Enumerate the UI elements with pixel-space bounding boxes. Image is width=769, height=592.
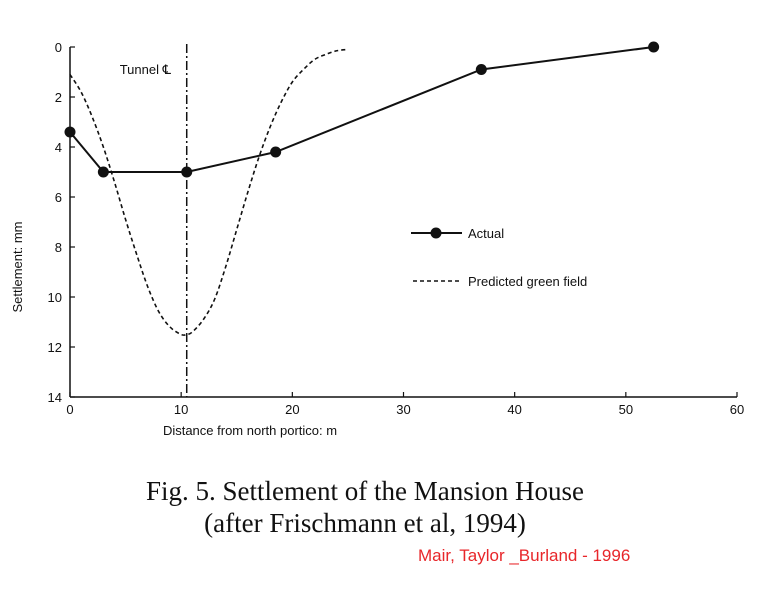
- settlement-chart: 0 2 4 6 8 10 12 14 0 10 20 30 40 50 60 Tunnel ℄ Actua…: [10, 40, 744, 438]
- y-tick-label: 0: [55, 40, 62, 55]
- x-tick-label: 10: [174, 402, 188, 417]
- x-tick-label: 60: [730, 402, 744, 417]
- actual-data-point: [648, 41, 660, 53]
- legend: Actual Predicted green field: [411, 226, 587, 289]
- y-tick-label: 6: [55, 190, 62, 205]
- figure-caption-line2: (after Frischmann et al, 1994): [204, 508, 526, 538]
- actual-data-point: [97, 166, 109, 178]
- y-tick-label: 14: [48, 390, 62, 405]
- x-axis-label: Distance from north portico: m: [163, 423, 337, 438]
- y-tick-label: 12: [48, 340, 62, 355]
- predicted-green-field-line: [69, 48, 349, 336]
- tunnel-label: Tunnel ℄: [120, 62, 172, 77]
- x-tick-label: 20: [285, 402, 299, 417]
- figure-caption-line1: Fig. 5. Settlement of the Mansion House: [146, 476, 584, 506]
- legend-actual-marker: [430, 227, 442, 239]
- actual-data-point: [270, 146, 282, 158]
- y-tick-label: 4: [55, 140, 62, 155]
- y-tick-label: 2: [55, 90, 62, 105]
- credit-text: Mair, Taylor _Burland - 1996: [418, 546, 631, 565]
- actual-data-point: [181, 166, 193, 178]
- x-tick-label: 40: [507, 402, 521, 417]
- actual-line: [69, 46, 654, 173]
- y-tick-label: 10: [48, 290, 62, 305]
- x-tick-label: 50: [619, 402, 633, 417]
- y-axis-label: Settlement: mm: [10, 221, 25, 312]
- actual-data-point: [64, 126, 76, 138]
- legend-predicted-label: Predicted green field: [468, 274, 587, 289]
- legend-actual-label: Actual: [468, 226, 504, 241]
- x-tick-label: 30: [396, 402, 410, 417]
- y-tick-label: 8: [55, 240, 62, 255]
- actual-data-point: [475, 64, 487, 75]
- x-tick-label: 0: [66, 402, 73, 417]
